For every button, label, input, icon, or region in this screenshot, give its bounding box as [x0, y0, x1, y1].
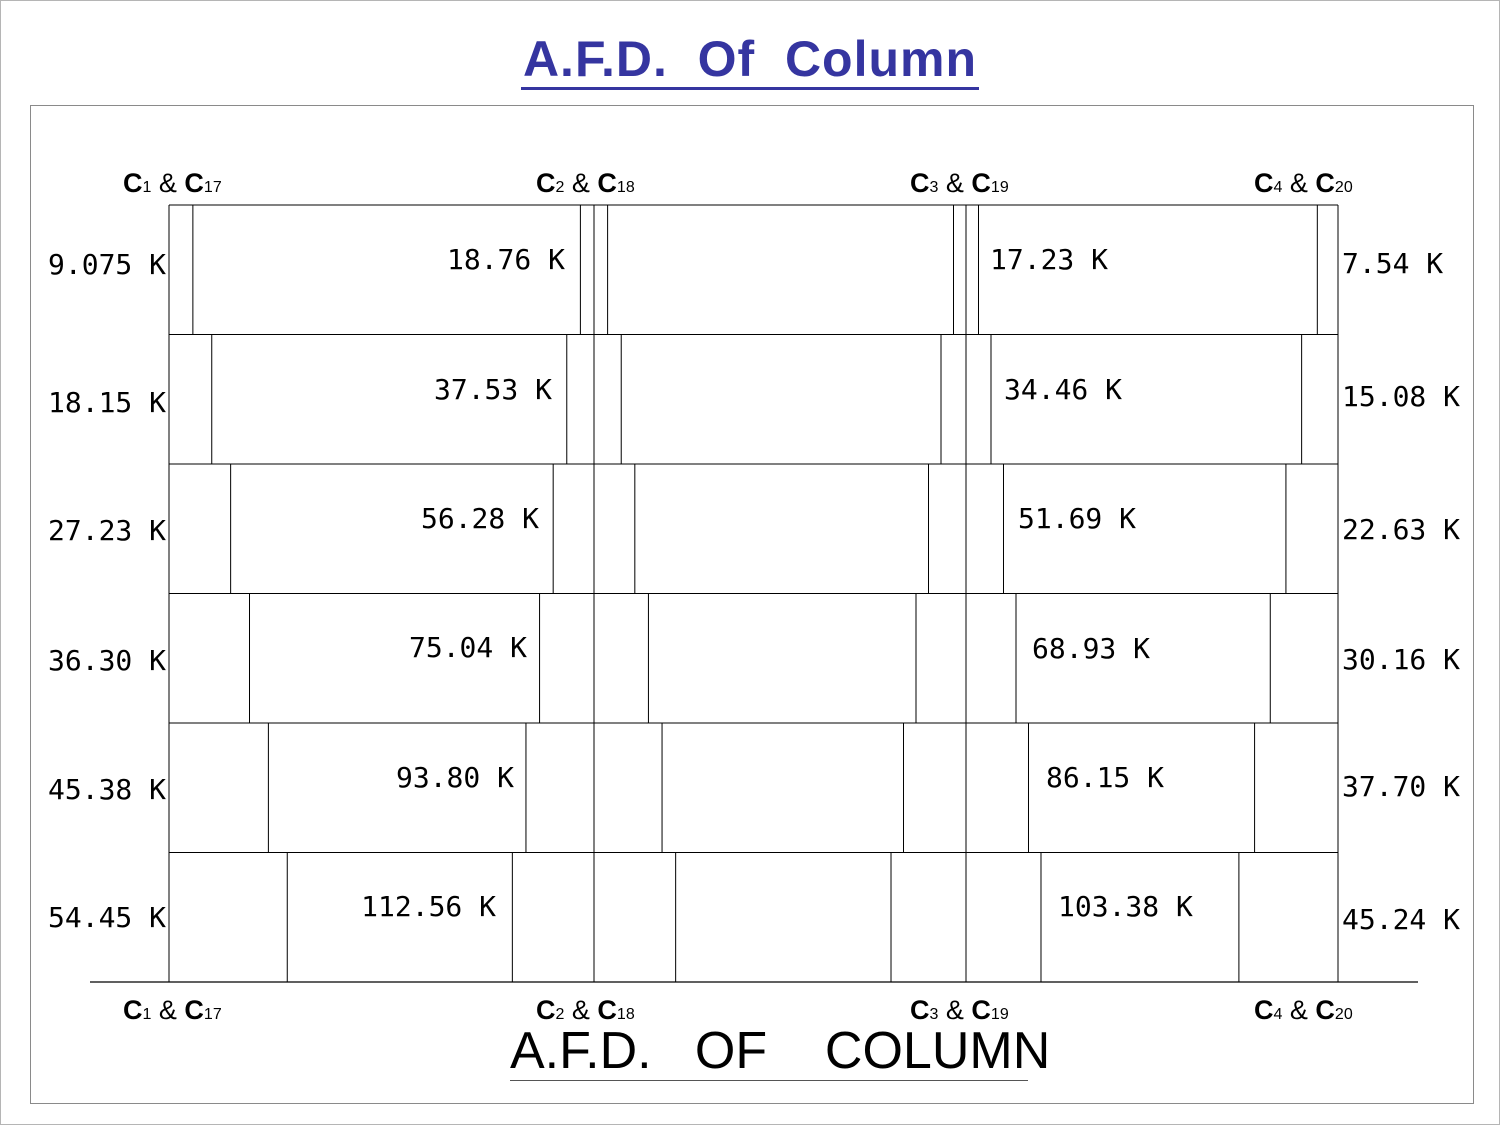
load-label-c2-story-1: 112.56 K: [361, 890, 496, 923]
load-label-c4-story-1: 45.24 K: [1342, 903, 1460, 936]
load-label-c3-story-1: 103.38 K: [1058, 890, 1193, 923]
load-label-c1-story-1: 54.45 K: [48, 901, 166, 934]
diagram-caption: A.F.D. OF COLUMN: [510, 1022, 1051, 1081]
column-label-top-3: C3 & C19: [910, 168, 1009, 198]
load-label-c2-story-2: 93.80 K: [396, 761, 514, 794]
column-label-top-1: C1 & C17: [123, 168, 222, 198]
load-label-c4-story-6: 7.54 K: [1342, 247, 1443, 280]
load-label-c2-story-6: 18.76 K: [447, 243, 565, 276]
load-label-c3-story-3: 68.93 K: [1032, 632, 1150, 665]
page-title-text: A.F.D. Of Column: [520, 31, 980, 90]
load-label-c1-story-2: 45.38 K: [48, 773, 166, 806]
load-label-c4-story-3: 30.16 K: [1342, 643, 1460, 676]
load-label-c3-story-4: 51.69 K: [1018, 502, 1136, 535]
load-label-c1-story-3: 36.30 K: [48, 644, 166, 677]
load-label-c3-story-2: 86.15 K: [1046, 761, 1164, 794]
load-label-c3-story-5: 34.46 K: [1004, 373, 1122, 406]
load-label-c2-story-5: 37.53 K: [434, 373, 552, 406]
page-title: A.F.D. Of Column: [0, 30, 1500, 90]
load-label-c2-story-4: 56.28 K: [421, 502, 539, 535]
column-label-top-4: C4 & C20: [1254, 168, 1353, 198]
column-label-bottom-2: C2 & C18: [536, 995, 635, 1025]
load-label-c3-story-6: 17.23 K: [990, 243, 1108, 276]
load-label-c1-story-4: 27.23 K: [48, 514, 166, 547]
load-label-c1-story-5: 18.15 K: [48, 386, 166, 419]
column-label-bottom-1: C1 & C17: [123, 995, 222, 1025]
column-label-top-2: C2 & C18: [536, 168, 635, 198]
load-label-c4-story-5: 15.08 K: [1342, 380, 1460, 413]
load-label-c4-story-2: 37.70 K: [1342, 770, 1460, 803]
column-label-bottom-4: C4 & C20: [1254, 995, 1353, 1025]
load-label-c1-story-6: 9.075 K: [48, 248, 166, 281]
load-label-c4-story-4: 22.63 K: [1342, 513, 1460, 546]
drawing-frame: [30, 105, 1474, 1104]
load-label-c2-story-3: 75.04 K: [409, 631, 527, 664]
column-label-bottom-3: C3 & C19: [910, 995, 1009, 1025]
